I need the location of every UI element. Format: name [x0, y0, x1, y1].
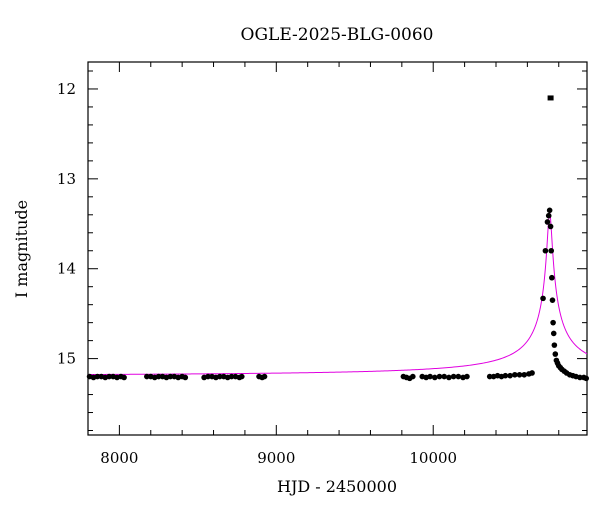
data-point: [583, 375, 590, 382]
data-point: [446, 374, 452, 381]
data-point: [486, 373, 493, 380]
data-point: [542, 247, 549, 254]
x-tick-label: 9000: [257, 449, 295, 467]
data-point: [121, 374, 127, 381]
data-point: [540, 295, 546, 302]
data-point: [551, 342, 558, 348]
data-point: [217, 373, 223, 380]
data-point: [94, 373, 101, 380]
data-point: [545, 212, 552, 219]
data-point: [261, 373, 268, 380]
data-point: [106, 373, 112, 380]
data-point: [507, 372, 513, 379]
data-point: [502, 372, 509, 379]
data-point: [577, 374, 583, 381]
chart-title: OGLE-2025-BLG-0060: [241, 25, 434, 45]
x-tick-label: 8000: [100, 449, 138, 467]
data-point: [550, 330, 557, 337]
data-point: [546, 207, 553, 214]
data-points: [86, 95, 590, 382]
y-tick-label: 12: [57, 80, 76, 98]
data-point: [182, 374, 189, 381]
data-point: [155, 373, 162, 380]
data-point: [450, 373, 457, 380]
y-tick-label: 13: [57, 170, 76, 188]
data-point: [521, 371, 528, 378]
data-point: [529, 370, 535, 376]
data-point: [431, 374, 438, 381]
data-point: [441, 373, 448, 380]
data-point: [550, 319, 556, 326]
data-point: [238, 373, 245, 380]
y-axis-label: I magnitude: [12, 200, 31, 298]
y-tick-label: 14: [57, 260, 76, 278]
outlier-point: [547, 95, 554, 101]
data-point: [547, 223, 554, 230]
data-point: [436, 373, 443, 380]
data-point: [552, 351, 559, 357]
data-point: [455, 373, 462, 380]
plot-frame: [87, 61, 588, 436]
tick-labels: 8000 9000 10000 12 13 14 15: [57, 80, 457, 467]
data-point: [549, 274, 555, 281]
data-point: [544, 219, 551, 225]
data-point: [548, 247, 555, 254]
data-point: [228, 373, 235, 380]
x-tick-label: 10000: [409, 449, 457, 467]
data-point: [512, 371, 518, 378]
data-point: [167, 373, 174, 380]
axis-ticks: [87, 62, 587, 435]
data-point: [516, 371, 523, 378]
data-point: [144, 373, 150, 380]
x-axis-label: HJD - 2450000: [277, 477, 397, 496]
y-tick-label: 15: [57, 350, 76, 368]
data-point: [410, 373, 416, 380]
model-curve: [87, 212, 588, 376]
data-point: [205, 373, 211, 380]
data-point: [427, 373, 433, 380]
data-point: [549, 297, 556, 303]
data-point: [464, 373, 470, 380]
